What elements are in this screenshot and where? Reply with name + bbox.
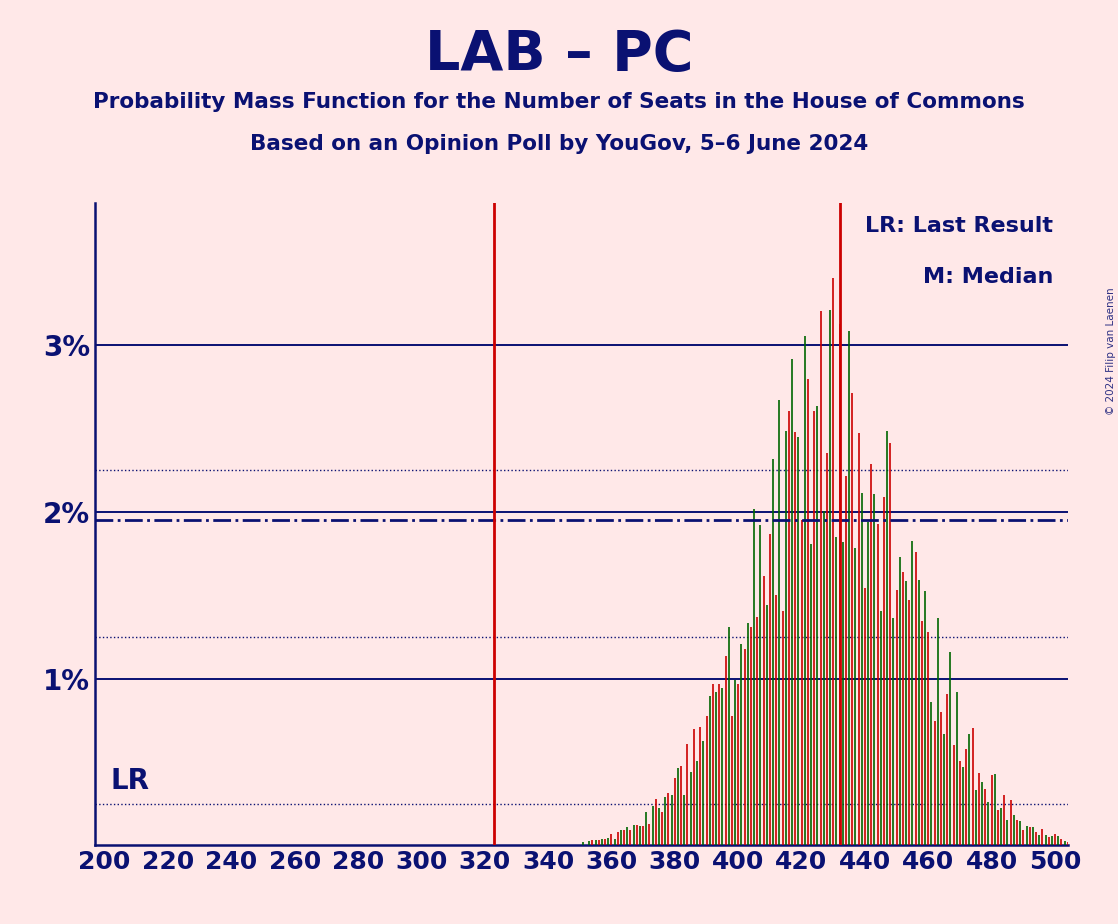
Text: LR: Last Result: LR: Last Result <box>865 216 1053 237</box>
Text: LR: LR <box>111 768 150 796</box>
Text: © 2024 Filip van Laenen: © 2024 Filip van Laenen <box>1106 287 1116 415</box>
Text: LAB – PC: LAB – PC <box>425 28 693 81</box>
Text: Probability Mass Function for the Number of Seats in the House of Commons: Probability Mass Function for the Number… <box>93 92 1025 113</box>
Text: Based on an Opinion Poll by YouGov, 5–6 June 2024: Based on an Opinion Poll by YouGov, 5–6 … <box>250 134 868 154</box>
Text: M: Median: M: Median <box>922 268 1053 287</box>
